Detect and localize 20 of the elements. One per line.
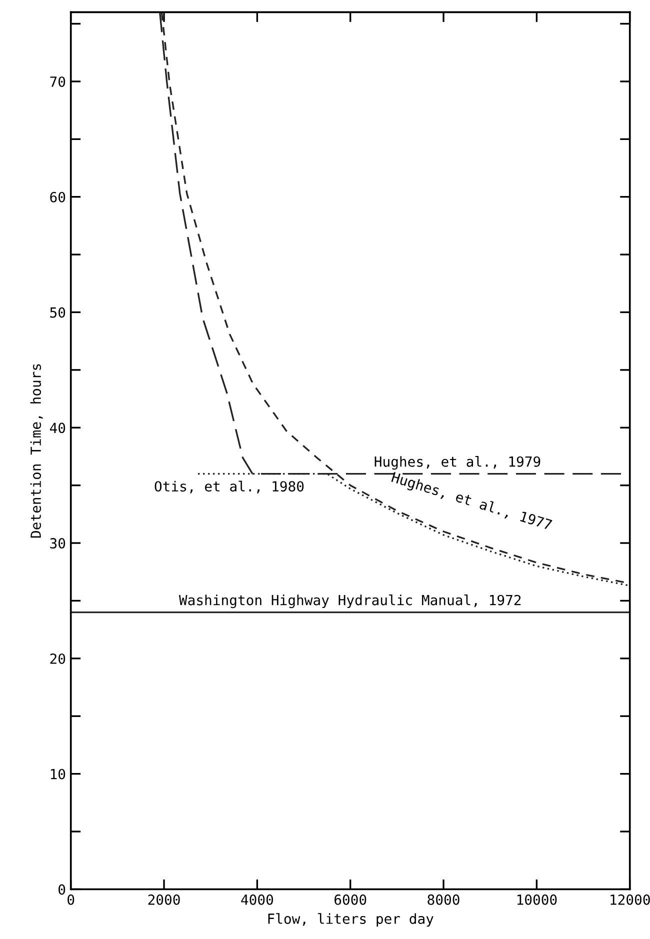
y-tick-label: 70 [50,76,66,87]
y-tick-label: 10 [50,768,66,780]
x-axis-title: Flow, liters per day [268,913,434,927]
x-tick-label: 0 [68,894,74,905]
y-tick-label: 50 [50,307,66,318]
x-tick-label: 10000 [517,894,557,905]
x-tick-label: 8000 [428,894,460,905]
y-tick-label: 30 [50,538,66,549]
x-tick-label: 4000 [241,894,274,905]
x-tick-label: 12000 [610,894,650,905]
y-axis-title: Detention Time, hours [30,364,43,538]
y-tick-label: 60 [50,192,66,202]
y-tick-label: 20 [50,653,66,664]
y-tick-label: 0 [58,884,66,895]
x-tick-label: 2000 [148,894,180,905]
annotation: Washington Highway Hydraulic Manual, 1972 [178,594,521,608]
x-tick-label: 6000 [334,894,366,905]
annotation: Otis, et al., 1980 [154,480,304,494]
annotation: Hughes, et al., 1979 [374,456,540,470]
y-tick-label: 40 [50,422,66,434]
